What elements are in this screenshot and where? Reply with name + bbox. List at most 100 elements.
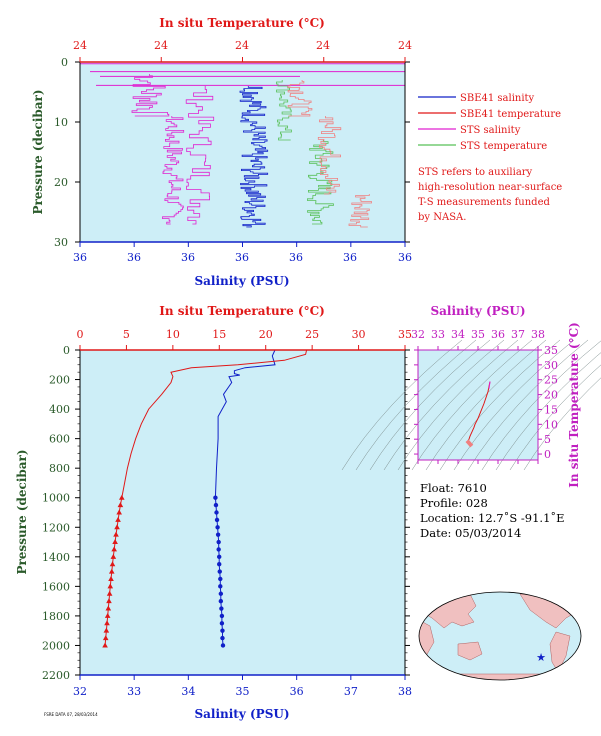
density-contour [467, 339, 589, 471]
profile-number: Profile: 028 [420, 496, 488, 510]
sts-note-line: by NASA. [418, 212, 466, 223]
density-contour [439, 339, 561, 471]
top-temp-axis-title: In situ Temperature (°C) [159, 16, 325, 30]
temperature-point [104, 620, 110, 626]
density-contour [453, 339, 575, 471]
temperature-point [112, 539, 118, 545]
temperature-point [106, 590, 113, 596]
top-traces [80, 63, 405, 228]
temperature-point [107, 583, 114, 589]
temperature-point [117, 502, 124, 508]
temperature-point [113, 531, 119, 537]
main-pressure-axis-title: Pressure (decibar) [15, 449, 29, 574]
top-legend: SBE41 salinity SBE41 temperature STS sal… [418, 93, 561, 152]
land-africa [419, 619, 435, 657]
footer-credit: FSRE DATA 07, 28/03/2014 [44, 712, 98, 717]
temperature-point [108, 575, 114, 581]
sbe41-salinity-trace [239, 86, 269, 228]
main-tick-label-pressure: 800 [49, 462, 70, 475]
top-tick-label-temp: 24 [73, 39, 87, 52]
salinity-point [215, 532, 221, 537]
temperature-point [114, 524, 120, 530]
main-tick-label-pressure: 1800 [42, 610, 70, 623]
top-tick-label-pressure: 0 [61, 56, 68, 69]
inset-tick-label-temp: 30 [544, 359, 558, 372]
inset-tick-label-temp: 5 [544, 433, 551, 446]
ts-inset-plot-area [418, 350, 538, 460]
main-tick-label-temp: 5 [123, 328, 130, 341]
sts-temperature-trace [276, 80, 292, 141]
main-tick-label-temp: 20 [259, 328, 273, 341]
temperature-point [103, 627, 110, 633]
temperature-point [110, 553, 117, 559]
inset-tick-label-temp: 10 [544, 418, 558, 431]
main-tick-label-pressure: 2200 [42, 669, 70, 682]
sts-salinity-trace [185, 86, 215, 225]
main-tick-label-pressure: 2000 [42, 639, 70, 652]
sbe41-temperature-trace [287, 80, 313, 117]
salinity-point [218, 591, 224, 596]
salinity-point [219, 621, 225, 626]
inset-tick-label-sal: 35 [471, 328, 485, 341]
main-traces [102, 349, 308, 648]
density-contour [509, 364, 601, 471]
land-antarctica [419, 673, 581, 680]
sts-note-line: STS refers to auxiliary [418, 167, 533, 178]
temperature-point [102, 635, 109, 641]
ts-surface-trace [488, 381, 491, 389]
sts-note: STS refers to auxiliary high-resolution … [418, 167, 562, 223]
sts-salinity-trace [131, 74, 170, 117]
sbe41-temperature-trace [317, 116, 342, 195]
temperature-point [115, 516, 121, 522]
main-tick-label-sal: 33 [127, 685, 141, 698]
top-tick-label-temp: 24 [154, 39, 168, 52]
main-panel: 32 33 34 35 36 37 38 0 5 10 15 20 25 30 35 0 200 400 600 80… [15, 304, 412, 721]
top-tick-label-temp: 24 [316, 39, 330, 52]
top-tick-label-pressure: 10 [54, 116, 68, 129]
date: Date: 05/03/2014 [420, 526, 521, 540]
temperature-point [105, 605, 112, 611]
top-tick-label-pressure: 20 [54, 176, 68, 189]
main-tick-label-sal: 36 [290, 685, 304, 698]
top-tick-label-sal: 36 [289, 251, 303, 264]
ts-inset-traces [465, 381, 491, 448]
sbe41-temperature-line [121, 349, 308, 498]
inset-tick-label-temp: 0 [544, 448, 551, 461]
temperature-point [104, 612, 111, 618]
top-pressure-axis-title: Pressure (decibar) [31, 89, 45, 214]
inset-tick-label-sal: 37 [511, 328, 525, 341]
salinity-point [215, 525, 220, 530]
sbe41-salinity-line [214, 349, 276, 498]
legend-label-sbe41-salinity: SBE41 salinity [460, 93, 535, 104]
temperature-point [118, 494, 125, 500]
top-tick-label-pressure: 30 [54, 236, 68, 249]
density-contour [383, 339, 505, 471]
sts-temperature-trace [307, 140, 334, 225]
main-sal-axis-title: Salinity (PSU) [194, 707, 289, 721]
float-info: Float: 7610 Profile: 028 Location: 12.7˚… [420, 481, 565, 540]
temperature-point [106, 598, 112, 604]
main-tick-label-temp: 15 [212, 328, 226, 341]
temperature-point [111, 546, 117, 552]
salinity-point [214, 510, 219, 515]
top-sal-axis-title: Salinity (PSU) [194, 274, 289, 288]
top-tick-label-sal: 36 [181, 251, 195, 264]
inset-tick-label-sal: 38 [531, 328, 545, 341]
main-tick-label-sal: 38 [398, 685, 412, 698]
density-contour [411, 339, 533, 471]
main-tick-label-sal: 32 [73, 685, 87, 698]
ts-deep-cluster [465, 439, 474, 448]
float-id: Float: 7610 [420, 481, 487, 495]
inset-tick-label-sal: 32 [411, 328, 425, 341]
inset-tick-label-sal: 36 [491, 328, 505, 341]
salinity-point [214, 517, 220, 523]
salinity-point [218, 598, 224, 604]
salinity-point [218, 584, 223, 589]
main-tick-label-pressure: 0 [63, 344, 70, 357]
main-tick-label-temp: 25 [305, 328, 319, 341]
main-tick-label-pressure: 400 [49, 403, 70, 416]
inset-tick-label-temp: 35 [544, 344, 558, 357]
density-contour [341, 339, 463, 471]
density-contour [355, 339, 477, 471]
